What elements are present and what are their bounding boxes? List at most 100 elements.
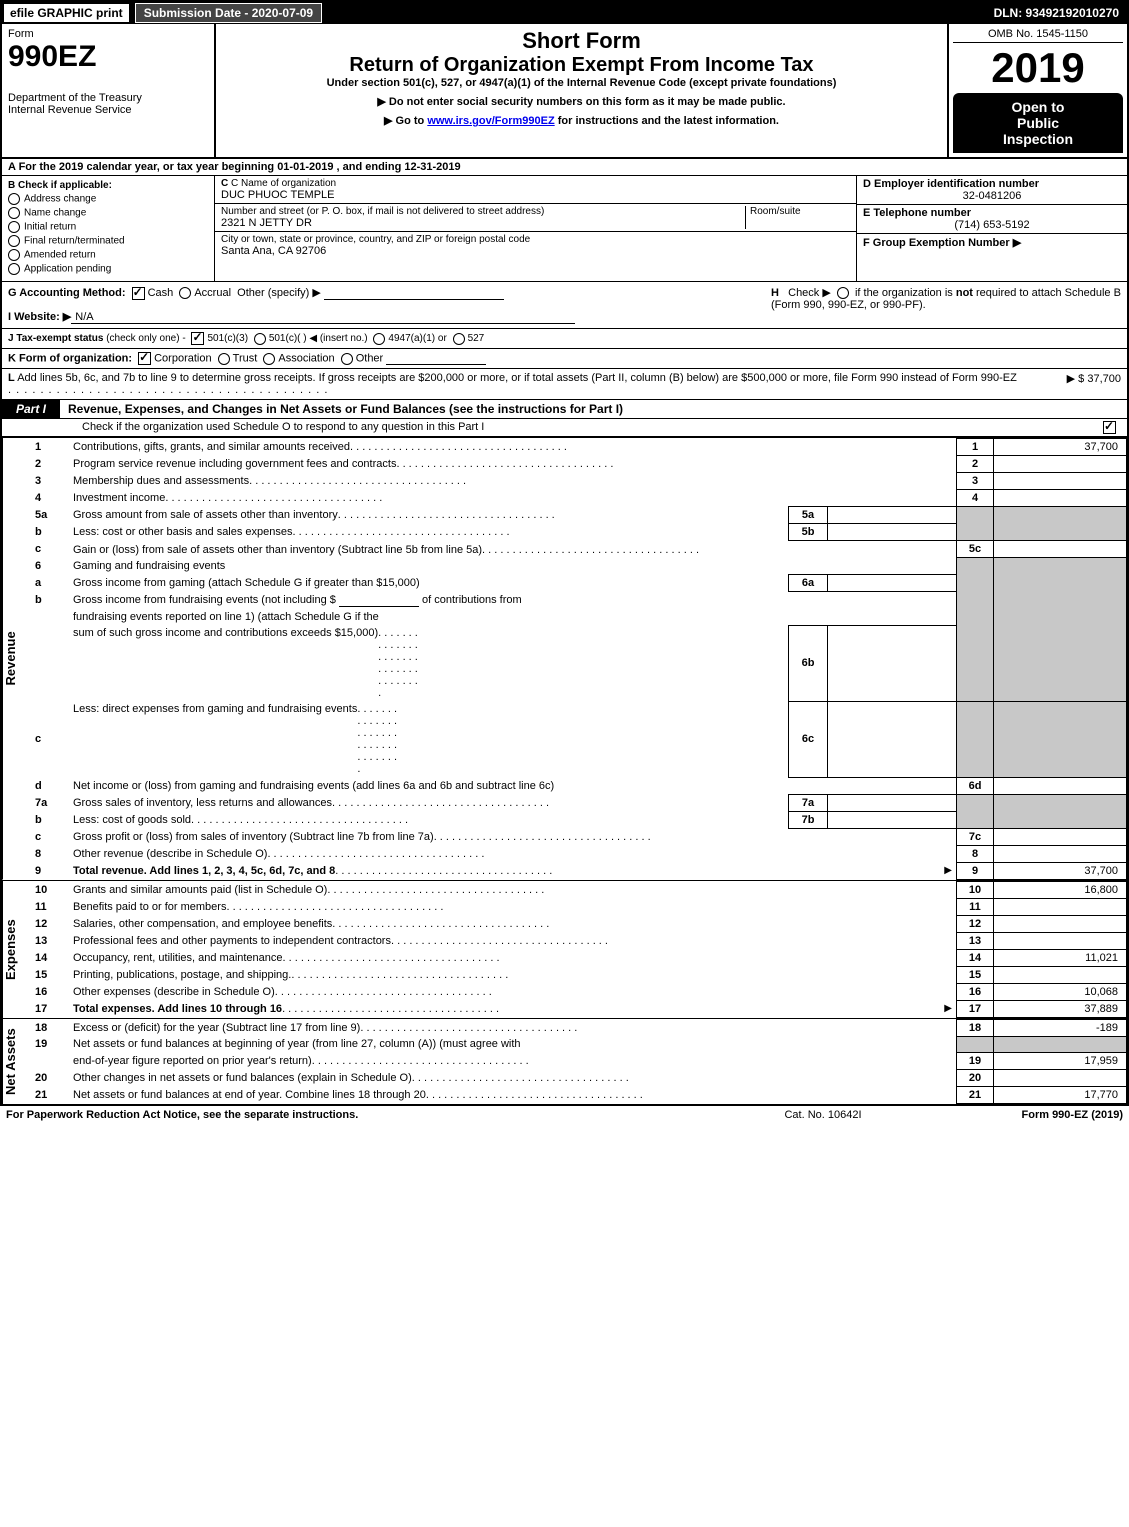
line-13-rn: 13: [957, 932, 994, 949]
line-5b-desc: Less: cost or other basis and sales expe…: [73, 526, 293, 538]
line-16-rn: 16: [957, 983, 994, 1000]
expenses-side-label: Expenses: [2, 881, 25, 1018]
line-13: 13 Professional fees and other payments …: [25, 932, 1127, 949]
cb-amended-return[interactable]: Amended return: [8, 249, 208, 261]
cb-accrual[interactable]: [179, 287, 191, 299]
line-9: 9 Total revenue. Add lines 1, 2, 3, 4, 5…: [25, 862, 1127, 879]
cb-501c3[interactable]: [191, 332, 204, 345]
line-14-rn: 14: [957, 949, 994, 966]
line-5c-val: [994, 541, 1127, 558]
line-11-num: 11: [25, 898, 69, 915]
line-6b-sv: [828, 625, 957, 701]
line-21-num: 21: [25, 1086, 69, 1103]
line-7c: c Gross profit or (loss) from sales of i…: [25, 828, 1127, 845]
line-6b-num: b: [25, 591, 69, 609]
line-7a-num: 7a: [25, 794, 69, 811]
footer-form-post: (2019): [1088, 1109, 1123, 1121]
header-right: OMB No. 1545-1150 2019 Open to Public In…: [947, 24, 1127, 157]
line-16-desc: Other expenses (describe in Schedule O): [73, 986, 275, 998]
line-18-desc: Excess or (deficit) for the year (Subtra…: [73, 1022, 360, 1034]
arrow-icon: ▶: [944, 865, 952, 877]
header-subtitle: Under section 501(c), 527, or 4947(a)(1)…: [224, 77, 939, 89]
other-org-field[interactable]: [386, 352, 486, 365]
cb-other-org[interactable]: [341, 353, 353, 365]
line-5a-sv: [828, 507, 957, 524]
line-2-num: 2: [25, 456, 69, 473]
line-19-num2: [25, 1052, 69, 1069]
cb-name-change[interactable]: Name change: [8, 207, 208, 219]
open-to-public: Open to Public Inspection: [953, 93, 1123, 153]
line-6-shade-val: [994, 558, 1127, 702]
line-9-rn: 9: [957, 862, 994, 879]
cb-application-pending-label: Application pending: [24, 264, 111, 275]
line-19-rn: 19: [957, 1052, 994, 1069]
line-6d-desc: Net income or (loss) from gaming and fun…: [69, 777, 957, 794]
cb-schedule-b-not-required[interactable]: [837, 287, 849, 299]
cb-501c3-label: 501(c)(3): [207, 333, 248, 344]
ein-row: D Employer identification number 32-0481…: [857, 176, 1127, 205]
line-10-desc: Grants and similar amounts paid (list in…: [73, 884, 327, 896]
cb-trust[interactable]: [218, 353, 230, 365]
irs-gov-link[interactable]: www.irs.gov/Form990EZ: [427, 115, 554, 127]
cb-final-return[interactable]: Final return/terminated: [8, 235, 208, 247]
line-5a: 5a Gross amount from sale of assets othe…: [25, 507, 1127, 524]
part-1-header: Part I Revenue, Expenses, and Changes in…: [2, 400, 1127, 419]
cb-cash[interactable]: [132, 287, 145, 300]
row-j: J Tax-exempt status (check only one) - 5…: [2, 329, 1127, 349]
cb-501c-label: 501(c)( ) ◀ (insert no.): [269, 333, 368, 344]
row-a-tax-year: A For the 2019 calendar year, or tax yea…: [2, 159, 1127, 176]
line-16: 16 Other expenses (describe in Schedule …: [25, 983, 1127, 1000]
irs-link-pre: ▶ Go to: [384, 115, 427, 127]
line-6b-num3: [25, 625, 69, 701]
line-8-val: [994, 845, 1127, 862]
street-row: Number and street (or P. O. box, if mail…: [215, 204, 856, 232]
cb-initial-return[interactable]: Initial return: [8, 221, 208, 233]
line-6a-num: a: [25, 574, 69, 591]
other-specify-field[interactable]: [324, 287, 504, 300]
part-1-title: Revenue, Expenses, and Changes in Net As…: [60, 400, 1127, 418]
cb-corporation[interactable]: [138, 352, 151, 365]
org-name-row: C C Name of organization DUC PHUOC TEMPL…: [215, 176, 856, 204]
header-center: Short Form Return of Organization Exempt…: [216, 24, 947, 157]
cb-application-pending[interactable]: Application pending: [8, 263, 208, 275]
line-19-d1: Net assets or fund balances at beginning…: [69, 1036, 957, 1052]
city-row: City or town, state or province, country…: [215, 232, 856, 259]
line-20: 20 Other changes in net assets or fund b…: [25, 1069, 1127, 1086]
form-number: 990EZ: [8, 40, 208, 74]
line-6b-sn: 6b: [789, 625, 828, 701]
line-6c-num: c: [25, 701, 69, 777]
cb-527-label: 527: [468, 333, 485, 344]
line-19-val: 17,959: [994, 1052, 1127, 1069]
line-7c-num: c: [25, 828, 69, 845]
line-5ab-shade: [957, 507, 994, 541]
line-6: 6 Gaming and fundraising events: [25, 558, 1127, 575]
part-1-sub-text: Check if the organization used Schedule …: [82, 421, 484, 434]
revenue-section: Revenue 1 Contributions, gifts, grants, …: [2, 437, 1127, 880]
cb-address-change[interactable]: Address change: [8, 193, 208, 205]
efile-print-button[interactable]: efile GRAPHIC print: [2, 2, 131, 24]
cb-initial-return-label: Initial return: [24, 222, 76, 233]
line-17-val: 37,889: [994, 1000, 1127, 1017]
submission-date: Submission Date - 2020-07-09: [135, 3, 322, 23]
cb-501c[interactable]: [254, 333, 266, 345]
row-h-t2: if the organization is: [855, 287, 956, 299]
line-11-val: [994, 898, 1127, 915]
cb-4947a1[interactable]: [373, 333, 385, 345]
cb-final-return-label: Final return/terminated: [24, 236, 125, 247]
cb-accrual-label: Accrual: [194, 287, 231, 299]
line-19-shade-val: [994, 1036, 1127, 1052]
line-6b-amount-field[interactable]: [339, 594, 419, 607]
line-7a: 7a Gross sales of inventory, less return…: [25, 794, 1127, 811]
row-g-label: G Accounting Method:: [8, 287, 126, 299]
row-h-not: not: [956, 287, 973, 299]
cb-association[interactable]: [263, 353, 275, 365]
line-5a-sn: 5a: [789, 507, 828, 524]
footer-form-pre: Form: [1022, 1109, 1053, 1121]
cb-527[interactable]: [453, 333, 465, 345]
line-6a-sv: [828, 574, 957, 591]
expenses-section: Expenses 10 Grants and similar amounts p…: [2, 880, 1127, 1018]
line-21: 21 Net assets or fund balances at end of…: [25, 1086, 1127, 1103]
page-footer: For Paperwork Reduction Act Notice, see …: [0, 1106, 1129, 1124]
cb-schedule-o-used[interactable]: [1103, 421, 1116, 434]
row-l-text: Add lines 5b, 6c, and 7b to line 9 to de…: [17, 372, 1017, 384]
